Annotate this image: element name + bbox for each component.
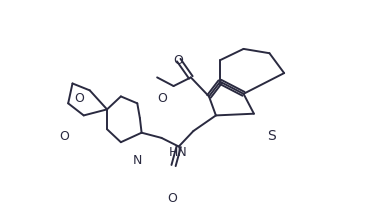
Text: O: O <box>167 191 177 202</box>
Text: HN: HN <box>168 145 187 159</box>
Text: O: O <box>157 92 167 104</box>
Text: N: N <box>132 154 142 166</box>
Text: O: O <box>173 55 183 67</box>
Text: O: O <box>59 130 69 143</box>
Text: S: S <box>268 129 276 143</box>
Text: O: O <box>74 92 84 104</box>
